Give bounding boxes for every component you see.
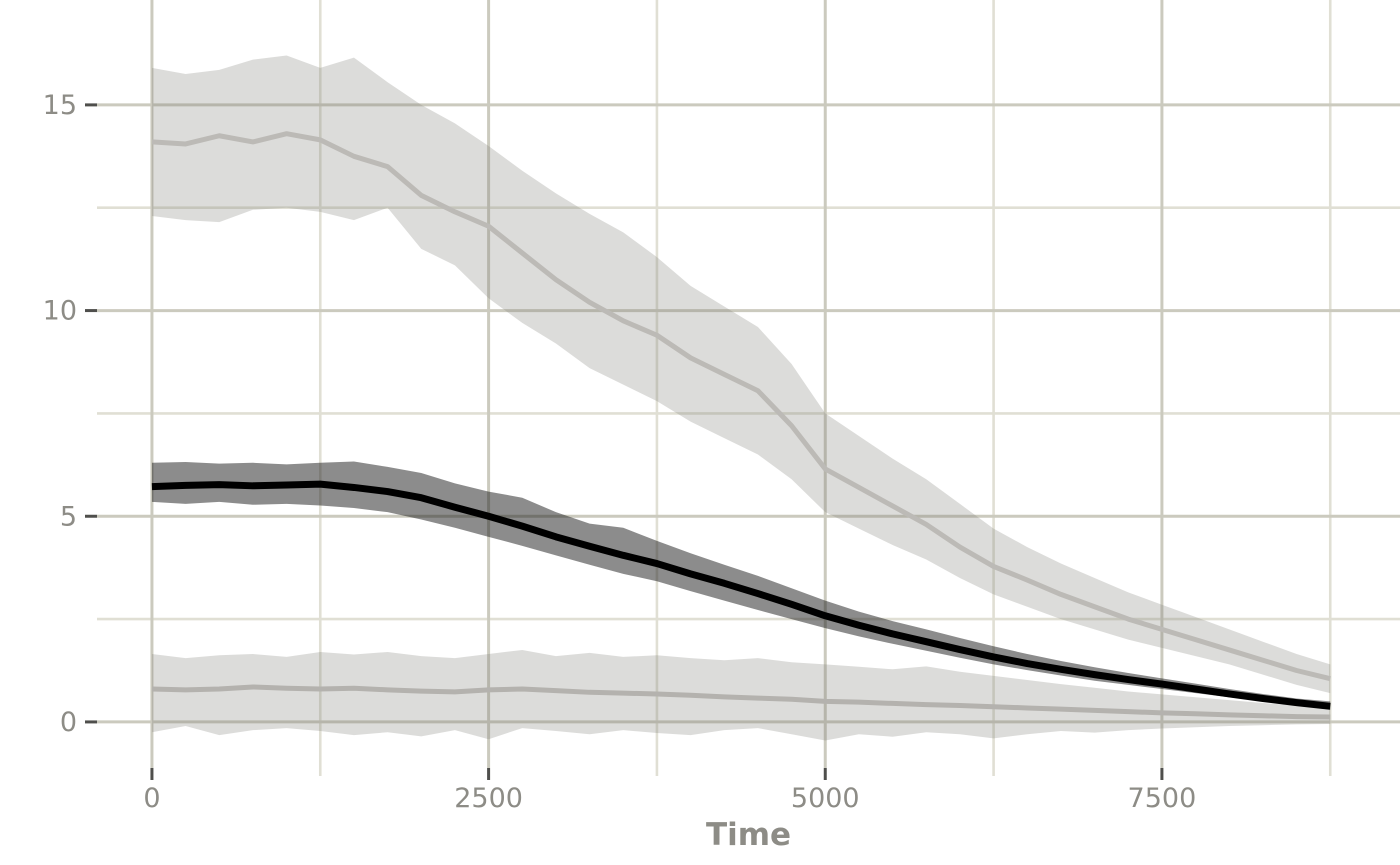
series-lines xyxy=(151,131,1331,720)
x-axis-tick-label: 2500 xyxy=(454,783,523,814)
axis-labels: 0 5 10 15 0 2500 5000 7500 Time xyxy=(43,90,1197,853)
gridlines-minor xyxy=(97,0,1400,776)
y-axis-tick-label: 10 xyxy=(43,296,77,327)
high-series-line xyxy=(151,131,1331,682)
confidence-ribbons xyxy=(151,55,1331,741)
y-axis-tick-label: 15 xyxy=(43,90,77,121)
y-axis-tick-label: 0 xyxy=(60,707,77,738)
mid-black-series-line xyxy=(151,480,1331,710)
x-axis-title: Time xyxy=(706,817,791,853)
y-axis-tick-label: 5 xyxy=(60,501,77,532)
low-series-line xyxy=(151,684,1331,720)
x-axis-tick-label: 7500 xyxy=(1128,783,1197,814)
axis-ticks xyxy=(85,103,1164,780)
high-series-ribbon xyxy=(151,55,1331,694)
gridlines-major xyxy=(97,0,1400,768)
x-axis-tick-label: 5000 xyxy=(791,783,860,814)
x-axis-tick-label: 0 xyxy=(143,783,160,814)
